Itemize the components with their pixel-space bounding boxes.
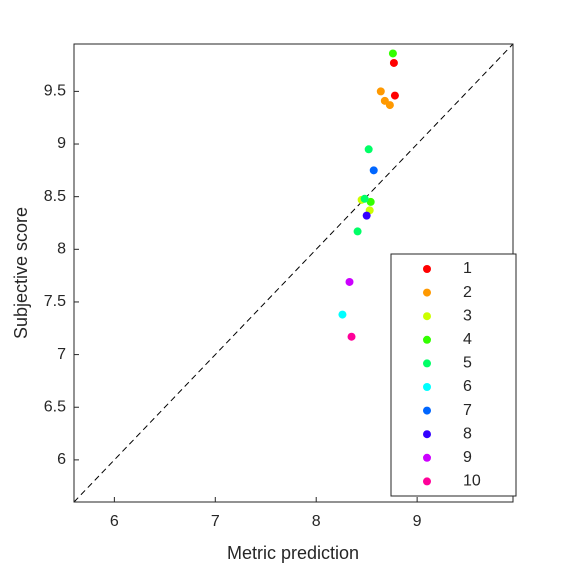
point	[364, 145, 373, 154]
point	[388, 49, 397, 58]
point	[385, 101, 394, 110]
y-tick-label: 7.5	[44, 293, 66, 310]
legend-label: 4	[463, 331, 472, 348]
legend-box	[390, 253, 517, 497]
x-axis-label: Metric prediction	[227, 543, 359, 563]
y-tick-label: 6	[57, 451, 66, 468]
point	[353, 227, 362, 236]
y-tick-label: 7	[57, 346, 66, 363]
legend-marker	[423, 288, 431, 297]
legend-label: 1	[463, 260, 472, 277]
legend-marker	[423, 383, 431, 391]
x-tick-label: 7	[211, 513, 220, 530]
legend-label: 2	[463, 284, 472, 301]
point	[390, 91, 399, 100]
legend-marker	[423, 453, 431, 462]
point	[338, 310, 347, 319]
legend-marker	[423, 265, 431, 273]
x-tick-label: 6	[110, 513, 119, 530]
y-tick-label: 9.5	[44, 83, 66, 100]
point	[345, 277, 354, 286]
legend-label: 5	[463, 355, 472, 372]
legend-marker	[423, 312, 431, 321]
legend-marker	[423, 477, 431, 486]
legend-marker	[423, 430, 431, 439]
point	[366, 197, 375, 206]
point	[362, 211, 371, 220]
y-tick-label: 8.5	[44, 188, 66, 205]
point	[376, 87, 385, 96]
y-tick-label: 9	[57, 135, 66, 152]
point	[360, 194, 369, 203]
legend-marker	[423, 406, 431, 415]
legend-marker	[423, 335, 431, 344]
x-tick-label: 9	[413, 513, 422, 530]
legend-label: 10	[463, 473, 481, 490]
point	[347, 332, 356, 341]
y-tick-label: 6.5	[44, 398, 66, 415]
y-axis-label: Subjective score	[11, 207, 31, 339]
legend-marker	[423, 359, 431, 368]
legend-label: 6	[463, 378, 472, 395]
point	[369, 166, 378, 175]
x-tick-label: 8	[312, 513, 321, 530]
point	[389, 58, 398, 67]
y-tick-label: 8	[57, 241, 66, 258]
legend-label: 7	[463, 402, 472, 419]
legend-label: 3	[463, 307, 472, 324]
reference-line	[73, 43, 514, 503]
legend-label: 8	[463, 425, 472, 442]
legend-label: 9	[463, 449, 472, 466]
